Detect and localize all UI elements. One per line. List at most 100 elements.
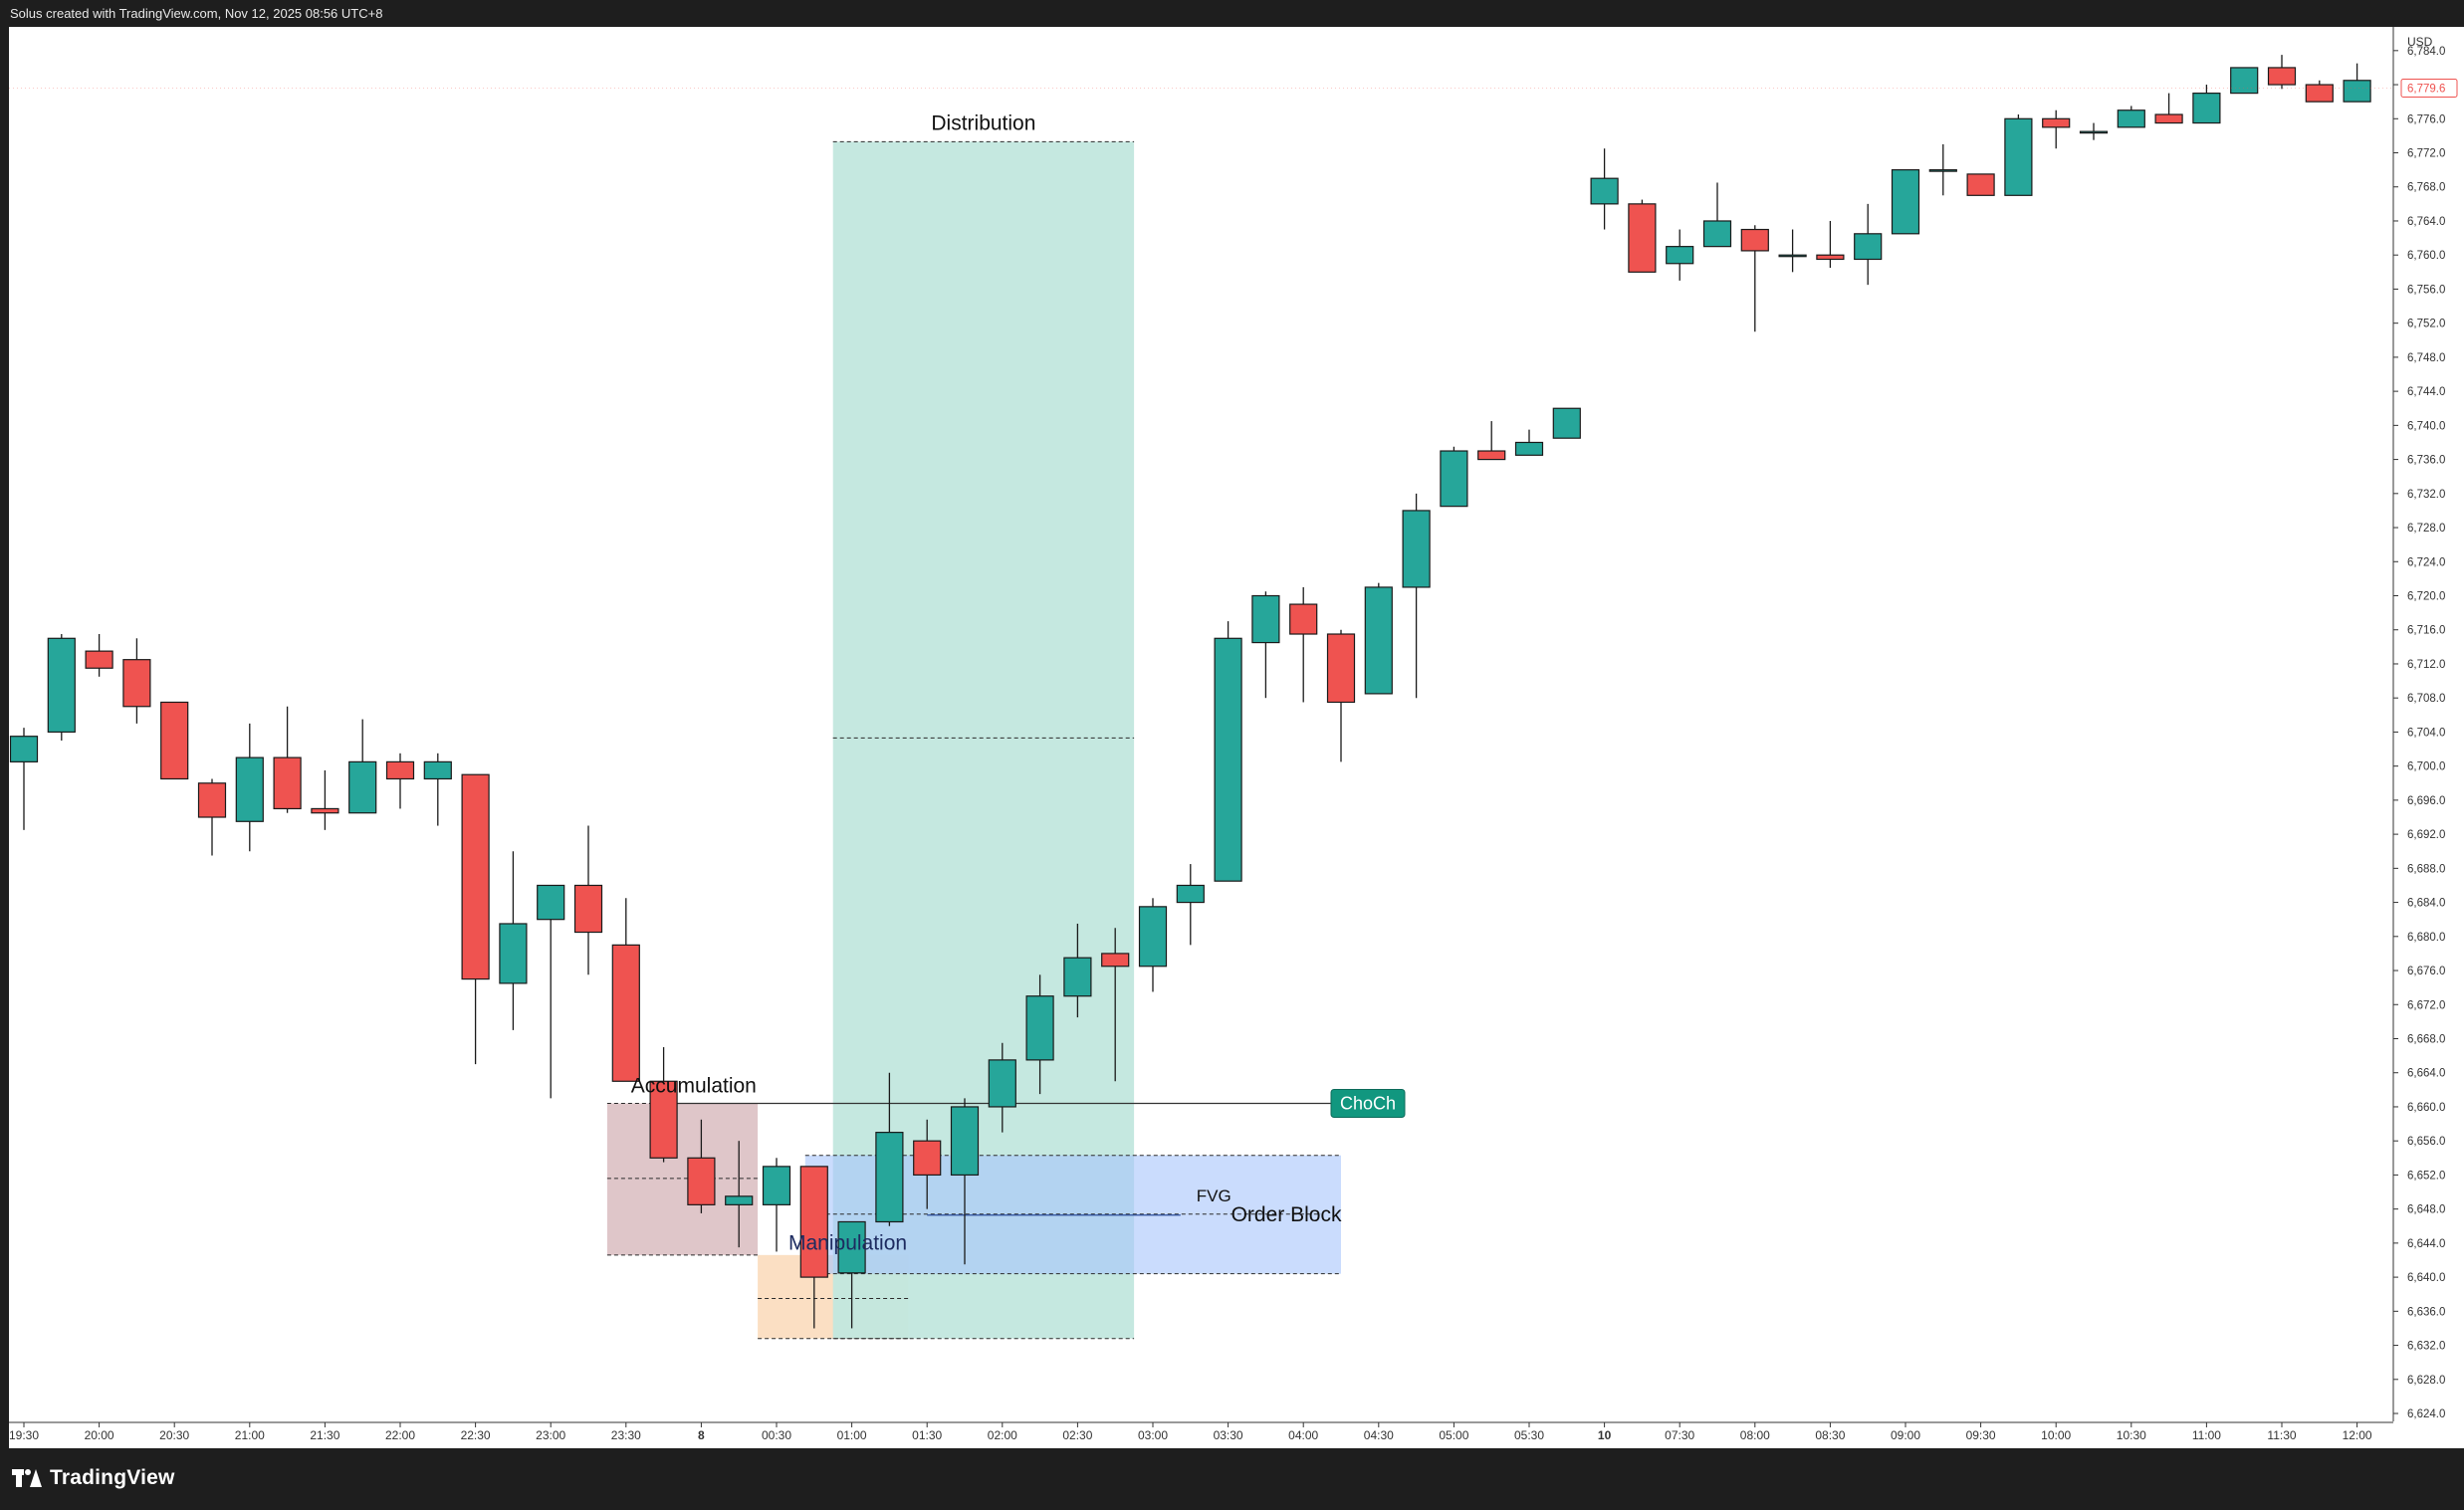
y-tick-label: 6,708.0 xyxy=(2407,693,2445,705)
x-tick-label: 00:30 xyxy=(762,1428,791,1442)
candle-body xyxy=(2042,117,2071,128)
candle-bearish xyxy=(2267,55,2297,90)
x-tick-label: 04:00 xyxy=(1288,1428,1318,1442)
candle-bullish xyxy=(988,1042,1016,1133)
candles-layer xyxy=(9,55,2371,1329)
candle-bearish xyxy=(122,638,151,724)
candle-body xyxy=(2154,113,2183,124)
y-tick-label: 6,700.0 xyxy=(2407,761,2445,773)
header-bar: Solus created with TradingView.com, Nov … xyxy=(0,0,2464,27)
candle-bullish xyxy=(47,634,76,741)
x-tick-label: 20:30 xyxy=(159,1428,189,1442)
candle-bearish xyxy=(611,898,640,1082)
y-tick-label: 6,624.0 xyxy=(2407,1408,2445,1420)
y-tick-label: 6,776.0 xyxy=(2407,113,2445,125)
candle-body xyxy=(1552,407,1581,439)
y-tick-label: 6,656.0 xyxy=(2407,1136,2445,1148)
candle-bullish xyxy=(9,728,39,830)
tradingview-logo-icon xyxy=(12,1467,42,1489)
tradingview-logo[interactable]: TradingView xyxy=(12,1466,175,1490)
last-price-label: 6,779.6 xyxy=(2407,83,2445,95)
candle-body xyxy=(385,760,415,780)
x-tick-label: 22:00 xyxy=(385,1428,415,1442)
candle-body xyxy=(725,1195,754,1205)
candle-body xyxy=(1214,637,1242,882)
candle-bearish xyxy=(2305,80,2334,103)
time-axis: 19:30 20:00 20:30 21:00 21:30 22:00 22:30 23:00… xyxy=(9,1421,2393,1442)
candle-body xyxy=(122,659,151,708)
candle-body xyxy=(1101,953,1130,968)
candle-bullish xyxy=(1666,229,1694,281)
candle-bullish xyxy=(1702,182,1732,248)
y-tick-label: 6,728.0 xyxy=(2407,523,2445,535)
accumulation-zone xyxy=(606,1103,759,1255)
candle-body xyxy=(988,1059,1016,1108)
x-tick-label: 8 xyxy=(698,1428,705,1442)
y-tick-label: 6,636.0 xyxy=(2407,1306,2445,1318)
candle-bearish xyxy=(85,634,113,677)
candle-bearish xyxy=(649,1047,678,1163)
candle-body xyxy=(537,884,565,921)
x-tick-label: 01:30 xyxy=(912,1428,942,1442)
y-tick-label: 6,736.0 xyxy=(2407,455,2445,467)
candle-bearish xyxy=(687,1119,716,1213)
candle-body xyxy=(2267,67,2297,86)
x-tick-label: 08:30 xyxy=(1815,1428,1845,1442)
candle-body xyxy=(1176,884,1205,904)
y-tick-label: 6,752.0 xyxy=(2407,319,2445,330)
candle-body xyxy=(1966,173,1995,196)
y-tick-label: 6,668.0 xyxy=(2407,1033,2445,1045)
x-tick-label: 12:00 xyxy=(2343,1428,2372,1442)
candle-bearish xyxy=(573,825,603,975)
y-tick-label: 6,632.0 xyxy=(2407,1341,2445,1353)
x-tick-label: 20:00 xyxy=(85,1428,114,1442)
candle-bullish xyxy=(423,753,452,826)
candle-body xyxy=(1138,906,1168,968)
candle-bearish xyxy=(385,753,415,809)
candle-body xyxy=(573,884,603,934)
candle-bullish xyxy=(1364,582,1393,695)
candle-body xyxy=(160,701,189,780)
y-tick-label: 6,712.0 xyxy=(2407,659,2445,671)
candle-body xyxy=(687,1157,716,1205)
x-tick-label: 04:30 xyxy=(1364,1428,1394,1442)
candle-body xyxy=(1778,254,1807,258)
x-tick-label: 01:00 xyxy=(837,1428,867,1442)
candle-bearish xyxy=(1740,225,1769,332)
candle-bullish xyxy=(499,851,528,1030)
candle-body xyxy=(348,760,377,814)
candle-bullish xyxy=(1025,974,1054,1095)
candle-bearish xyxy=(1816,220,1845,269)
y-tick-label: 6,684.0 xyxy=(2407,898,2445,910)
x-tick-label: 10:30 xyxy=(2117,1428,2146,1442)
y-tick-label: 6,744.0 xyxy=(2407,386,2445,398)
candle-bullish xyxy=(2117,106,2145,128)
candle-body xyxy=(461,773,490,980)
x-tick-label: 02:00 xyxy=(988,1428,1017,1442)
fvg-label: FVG xyxy=(1197,1186,1232,1205)
manipulation-label: Manipulation xyxy=(788,1232,907,1255)
candle-bearish xyxy=(461,773,490,1065)
candle-body xyxy=(1628,203,1657,273)
candle-body xyxy=(235,756,264,822)
last-price-box xyxy=(2400,78,2458,98)
candle-bearish xyxy=(1966,173,1995,196)
x-tick-label: 21:30 xyxy=(310,1428,339,1442)
candle-bullish xyxy=(725,1141,754,1248)
candle-bullish xyxy=(875,1072,904,1226)
y-tick-label: 6,644.0 xyxy=(2407,1238,2445,1250)
candle-body xyxy=(913,1140,942,1177)
annotations-layer: Distribution Accumulation Manipulation FVGO… xyxy=(631,111,1406,1255)
candle-bullish xyxy=(1854,203,1883,286)
candle-bullish xyxy=(1063,923,1092,1018)
candle-bearish xyxy=(1326,629,1356,762)
candle-body xyxy=(1590,177,1619,205)
y-tick-label: 6,740.0 xyxy=(2407,420,2445,432)
candle-bullish xyxy=(2004,114,2033,196)
y-tick-label: 6,724.0 xyxy=(2407,556,2445,568)
x-tick-label: 23:00 xyxy=(536,1428,565,1442)
x-tick-label: 11:00 xyxy=(2192,1428,2221,1442)
candle-body xyxy=(1891,169,1920,235)
price-axis: USD6,784.06,780.06,776.06,772.06,768.06,… xyxy=(9,27,2464,1421)
